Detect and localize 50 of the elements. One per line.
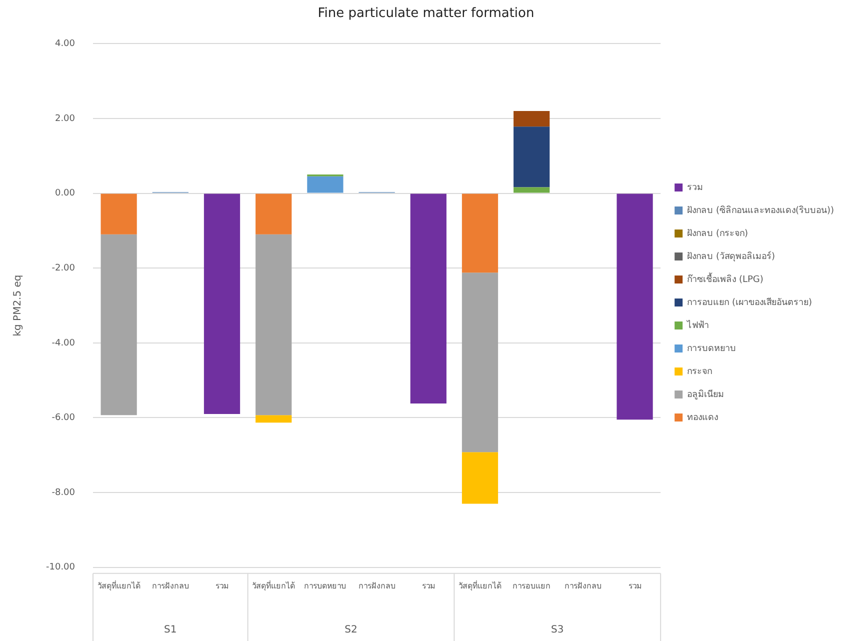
legend-label: ฝังกลบ (กระจก) [687, 228, 748, 239]
chart-title: Fine particulate matter formation [318, 6, 534, 22]
bar [256, 415, 292, 423]
bar [616, 194, 653, 420]
legend-label: การอบแยก (เผาของเสียอันตราย) [687, 296, 812, 308]
bar [462, 194, 498, 273]
bar [462, 272, 498, 452]
legend-label: ฝังกลบ (ซิลิกอนและทองแดง(ริบบอน)) [687, 204, 834, 216]
legend-label: ก๊าซเชื้อเพลิง (LPG) [687, 272, 764, 285]
x-tick-label: การฝังกลบ [358, 581, 396, 590]
bar [307, 176, 344, 193]
y-tick-label: -10.00 [46, 562, 76, 573]
y-tick-label: -6.00 [52, 413, 76, 424]
text: S3 [551, 624, 564, 636]
x-tick-label: การบดหยาบ [304, 581, 346, 590]
y-tick-label: -8.00 [52, 488, 76, 498]
bar [100, 194, 137, 234]
text: S2 [344, 624, 358, 636]
y-tick-label: 4.00 [54, 38, 76, 49]
bar [256, 234, 292, 416]
x-tick-label: รวม [628, 581, 642, 590]
y-axis-title: kg PM2.5 eq [12, 274, 24, 336]
bar [514, 110, 550, 127]
bar [256, 194, 292, 234]
y-tick-label: -2.00 [52, 263, 76, 274]
y-tick-label: 0.00 [54, 188, 76, 199]
legend-label: อลูมิเนียม [687, 388, 724, 400]
bar [204, 194, 240, 414]
legend-label: กระจก [687, 366, 712, 377]
x-tick-label: การฝังกลบ [152, 581, 189, 590]
x-tick-label: วัสดุที่แยกได้ [97, 579, 140, 590]
x-tick-label: การอบแยก [512, 581, 551, 590]
y-tick-label: -4.00 [52, 338, 76, 348]
bar [462, 452, 498, 504]
legend-label: รวม [687, 182, 704, 193]
y-tick-label: 2.00 [54, 114, 76, 124]
x-tick-label: วัสดุที่แยกได้ [252, 579, 296, 590]
legend-label: ไฟฟ้า [686, 320, 710, 331]
text: S1 [164, 624, 177, 636]
x-tick-label: รวม [216, 581, 229, 590]
bar [410, 194, 446, 404]
x-tick-label: การฝังกลบ [564, 581, 602, 590]
bar [100, 234, 137, 416]
legend-label: การบดหยาบ [687, 344, 736, 354]
x-tick-label: วัสดุที่แยกได้ [458, 579, 502, 590]
legend-label: ฝังกลบ (วัสดุพอลิเมอร์) [687, 250, 775, 262]
legend-label: ทองแดง [687, 412, 718, 423]
x-tick-label: รวม [422, 581, 435, 590]
bar [514, 187, 550, 193]
bar [514, 126, 550, 188]
